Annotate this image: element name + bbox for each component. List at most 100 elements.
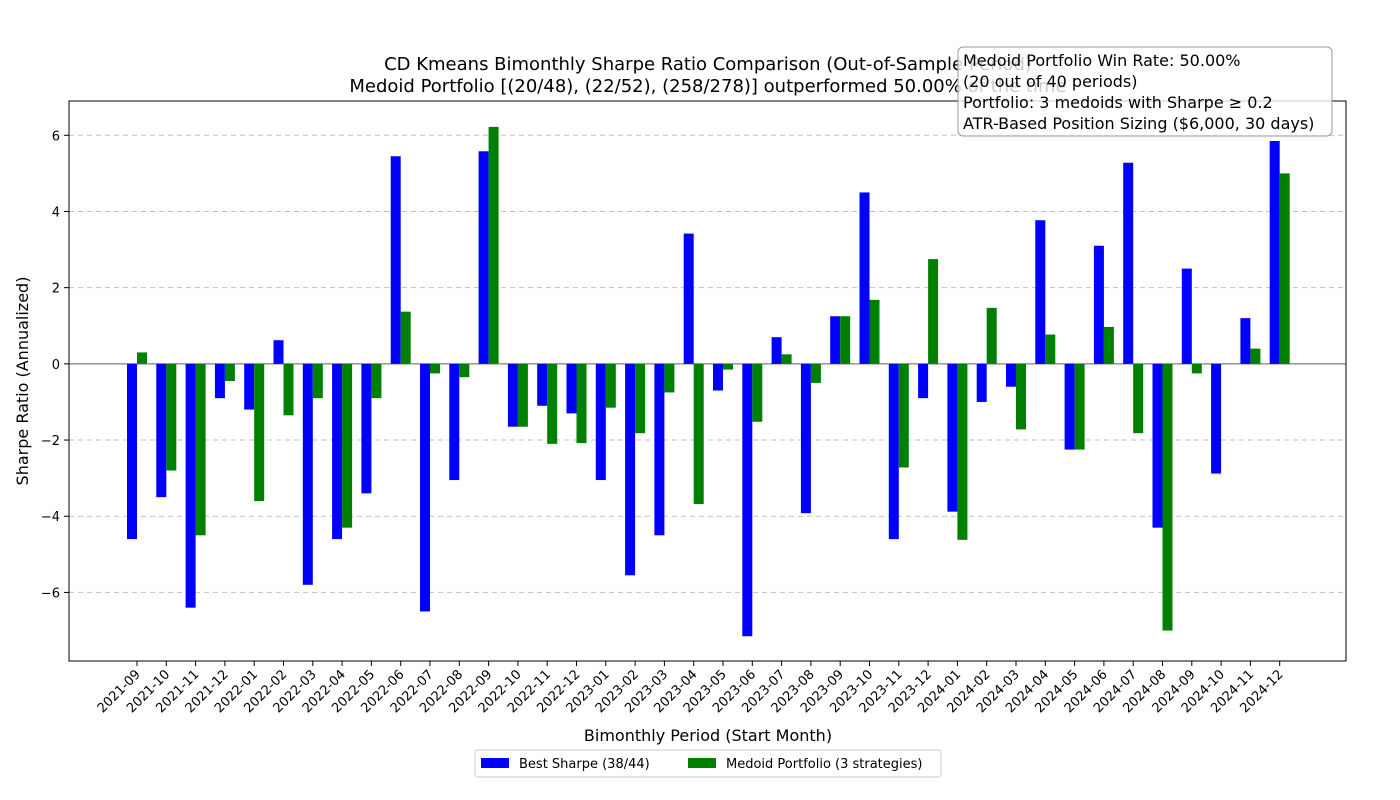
bar-best-sharpe bbox=[1035, 220, 1046, 364]
bar-best-sharpe bbox=[1006, 363, 1016, 387]
bar-medoid-portfolio bbox=[957, 363, 968, 540]
bar-best-sharpe bbox=[537, 363, 548, 406]
bar-best-sharpe bbox=[859, 192, 870, 364]
bar-medoid-portfolio bbox=[723, 363, 733, 370]
bar-best-sharpe bbox=[1240, 318, 1251, 364]
bar-best-sharpe bbox=[918, 363, 929, 399]
y-tick-label: 4 bbox=[52, 205, 60, 220]
y-axis-label: Sharpe Ratio (Annualized) bbox=[13, 277, 32, 486]
plot-frame bbox=[68, 100, 1347, 662]
bar-medoid-portfolio bbox=[137, 352, 147, 364]
bar-best-sharpe bbox=[1181, 268, 1192, 364]
bar-best-sharpe bbox=[1269, 141, 1280, 364]
info-box: Medoid Portfolio Win Rate: 50.00% (20 ou… bbox=[957, 46, 1333, 137]
bar-medoid-portfolio bbox=[371, 363, 382, 399]
bar-best-sharpe bbox=[127, 363, 137, 540]
y-tick-label: −4 bbox=[41, 510, 60, 525]
x-axis-label: Bimonthly Period (Start Month) bbox=[584, 726, 832, 745]
info-box-frame bbox=[957, 46, 1333, 137]
bar-medoid-portfolio bbox=[1103, 326, 1114, 364]
info-box-line-2: (20 out of 40 periods) bbox=[963, 72, 1137, 91]
bar-best-sharpe bbox=[302, 363, 313, 585]
bar-medoid-portfolio bbox=[781, 354, 792, 364]
bar-medoid-portfolio bbox=[224, 363, 235, 381]
bar-medoid-portfolio bbox=[576, 363, 587, 444]
legend: Best Sharpe (38/44) Medoid Portfolio (3 … bbox=[474, 749, 942, 778]
bar-medoid-portfolio bbox=[752, 363, 763, 422]
bar-best-sharpe bbox=[1064, 363, 1075, 450]
bar-best-sharpe bbox=[713, 363, 723, 391]
bar-best-sharpe bbox=[800, 363, 811, 514]
bar-best-sharpe bbox=[1123, 162, 1134, 364]
legend-label-medoid-portfolio: Medoid Portfolio (3 strategies) bbox=[726, 757, 923, 772]
bar-medoid-portfolio bbox=[283, 363, 294, 416]
bar-best-sharpe bbox=[361, 363, 372, 494]
bar-medoid-portfolio bbox=[1133, 363, 1144, 434]
bar-medoid-portfolio bbox=[869, 299, 880, 364]
bar-medoid-portfolio bbox=[635, 363, 646, 434]
bar-medoid-portfolio bbox=[664, 363, 675, 393]
bar-medoid-portfolio bbox=[1279, 173, 1290, 364]
chart-title-line1: CD Kmeans Bimonthly Sharpe Ratio Compari… bbox=[384, 54, 1032, 75]
bar-best-sharpe bbox=[654, 363, 665, 536]
y-tick-label: −6 bbox=[41, 586, 60, 601]
bar-best-sharpe bbox=[742, 363, 753, 637]
bar-best-sharpe bbox=[1093, 245, 1104, 364]
bar-best-sharpe bbox=[273, 340, 284, 364]
legend-label-best-sharpe: Best Sharpe (38/44) bbox=[519, 757, 650, 772]
bar-medoid-portfolio bbox=[1250, 348, 1261, 364]
bar-medoid-portfolio bbox=[986, 307, 997, 364]
bar-medoid-portfolio bbox=[400, 311, 411, 364]
bar-best-sharpe bbox=[1211, 363, 1222, 474]
legend-swatch-medoid-portfolio bbox=[688, 758, 716, 768]
info-box-line-1: Medoid Portfolio Win Rate: 50.00% bbox=[963, 51, 1241, 70]
bar-medoid-portfolio bbox=[195, 363, 206, 536]
bar-best-sharpe bbox=[507, 363, 518, 427]
y-tick-label: 0 bbox=[52, 358, 60, 373]
bar-best-sharpe bbox=[683, 233, 694, 364]
info-box-line-3: Portfolio: 3 medoids with Sharpe ≥ 0.2 bbox=[963, 93, 1273, 112]
bar-best-sharpe bbox=[244, 363, 255, 410]
bar-best-sharpe bbox=[390, 156, 401, 364]
bar-medoid-portfolio bbox=[1045, 334, 1056, 364]
bar-best-sharpe bbox=[156, 363, 167, 498]
bar-medoid-portfolio bbox=[517, 363, 528, 427]
bar-best-sharpe bbox=[332, 363, 343, 540]
bar-medoid-portfolio bbox=[693, 363, 704, 505]
y-axis-ticks: −6 −4 −2 0 2 4 6 bbox=[41, 129, 69, 601]
bar-best-sharpe bbox=[478, 151, 489, 364]
bar-best-sharpe bbox=[449, 363, 460, 481]
bar-best-sharpe bbox=[566, 363, 577, 414]
bar-best-sharpe bbox=[420, 363, 430, 612]
y-tick-label: 6 bbox=[52, 129, 60, 144]
legend-swatch-best-sharpe bbox=[481, 758, 509, 768]
bar-medoid-portfolio bbox=[898, 363, 909, 468]
bar-medoid-portfolio bbox=[605, 363, 616, 408]
bar-medoid-portfolio bbox=[166, 363, 177, 471]
bar-medoid-portfolio bbox=[1162, 363, 1173, 631]
bar-medoid-portfolio bbox=[840, 316, 851, 364]
bar-medoid-portfolio bbox=[430, 363, 440, 374]
bar-medoid-portfolio bbox=[312, 363, 323, 399]
bar-medoid-portfolio bbox=[810, 363, 821, 383]
bar-best-sharpe bbox=[976, 363, 987, 402]
bar-best-sharpe bbox=[185, 363, 196, 608]
bar-best-sharpe bbox=[888, 363, 899, 540]
y-tick-label: 2 bbox=[52, 282, 60, 297]
bar-medoid-portfolio bbox=[254, 363, 265, 501]
bar-best-sharpe bbox=[214, 363, 225, 399]
bar-medoid-portfolio bbox=[928, 259, 939, 364]
bar-medoid-portfolio bbox=[1016, 363, 1026, 430]
info-box-line-4: ATR-Based Position Sizing ($6,000, 30 da… bbox=[963, 114, 1314, 133]
bar-best-sharpe bbox=[947, 363, 958, 512]
chart-title-line2: Medoid Portfolio [(20/48), (22/52), (258… bbox=[349, 76, 1066, 97]
y-tick-label: −2 bbox=[41, 434, 60, 449]
bar-best-sharpe bbox=[830, 316, 841, 364]
bar-best-sharpe bbox=[625, 363, 636, 576]
bar-medoid-portfolio bbox=[547, 363, 558, 444]
bars bbox=[127, 126, 1290, 637]
bar-medoid-portfolio bbox=[488, 126, 499, 364]
x-axis-ticks: 2021-092021-102021-112021-122022-012022-… bbox=[95, 661, 1287, 716]
bar-medoid-portfolio bbox=[459, 363, 470, 378]
